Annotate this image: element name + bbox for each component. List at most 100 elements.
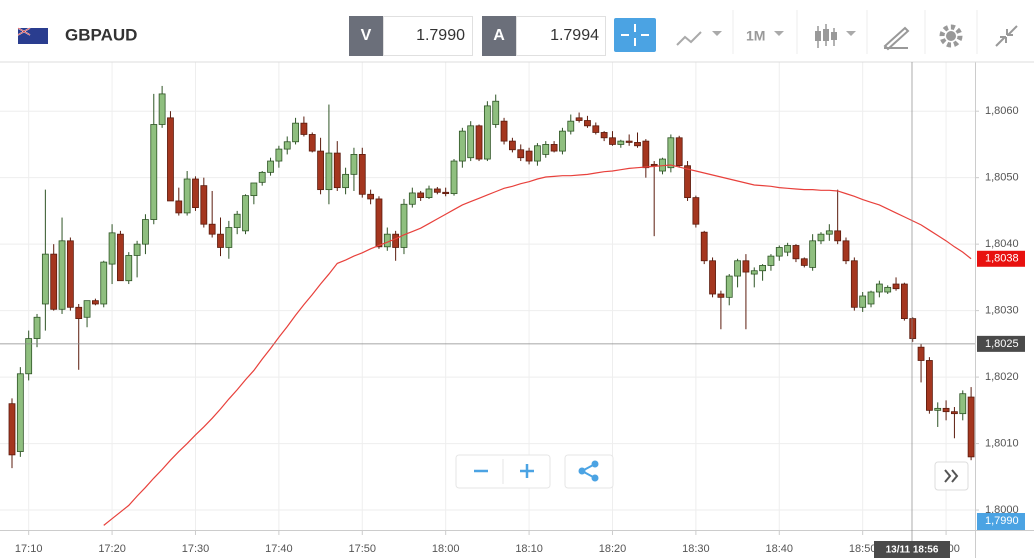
crosshair-button[interactable]	[614, 18, 656, 52]
candle-body	[217, 233, 224, 248]
flag-cross-red	[17, 27, 31, 36]
candle-body	[617, 140, 625, 145]
candle-body	[417, 192, 425, 199]
candle-body	[834, 230, 842, 242]
candle-body	[50, 253, 58, 310]
candle-body	[592, 125, 600, 133]
candle-body	[167, 117, 174, 202]
candle-body	[325, 152, 333, 191]
buy-label: A	[493, 27, 505, 44]
candle-body	[342, 173, 350, 189]
candle-body	[125, 255, 133, 282]
candle-body	[642, 140, 650, 169]
candle-body	[133, 243, 141, 256]
candle-body	[367, 193, 375, 200]
draw-icon[interactable]	[883, 26, 910, 51]
candle-body	[634, 142, 641, 147]
candle-body	[117, 233, 124, 282]
candle-body	[817, 233, 825, 242]
candle-body	[358, 154, 366, 195]
candle-body	[692, 197, 700, 225]
y-tick-label: 1,8000	[985, 504, 1019, 516]
candle-body	[467, 125, 475, 159]
candle-body	[392, 233, 400, 248]
candle-body	[667, 137, 675, 169]
sell-button[interactable]	[349, 16, 383, 56]
candle-body	[542, 144, 550, 155]
x-tick-label: 17:20	[98, 543, 126, 555]
x-tick-label: 17:30	[182, 543, 210, 555]
share-button[interactable]	[564, 454, 614, 489]
candle-body	[250, 182, 258, 197]
candle-body	[675, 137, 683, 167]
x-tick-label: 18:10	[515, 543, 543, 555]
candle-body	[458, 130, 466, 162]
zoom-in[interactable]	[520, 464, 534, 478]
candle-body	[292, 122, 299, 143]
candle-body	[650, 163, 658, 167]
candle-body	[16, 373, 24, 452]
scroll-end-button[interactable]	[934, 461, 969, 491]
candle-body	[909, 318, 917, 339]
candle-body	[100, 261, 108, 305]
y-tick-label: 1,8040	[985, 238, 1019, 250]
bid-price-tag	[977, 513, 1025, 530]
chart-type-icon[interactable]	[676, 31, 702, 46]
collapse-icon[interactable]	[995, 25, 1018, 47]
crosshair-time-tag	[874, 541, 950, 558]
candle-body	[83, 300, 91, 318]
dropdown-arrow	[712, 31, 722, 36]
candle-body	[767, 255, 775, 266]
candle-body	[483, 105, 491, 160]
buy-button[interactable]	[482, 16, 516, 56]
candle-body	[609, 137, 616, 145]
moving-average-line	[103, 164, 972, 526]
candle-body	[25, 338, 33, 375]
candle-body	[208, 223, 216, 235]
candle-body	[58, 240, 66, 310]
settings-icon[interactable]	[939, 24, 963, 48]
y-tick-label: 1,8010	[985, 437, 1019, 449]
candle-body	[308, 134, 316, 152]
candle-body	[283, 141, 291, 150]
crosshair-icon	[621, 24, 649, 46]
candle-body	[142, 219, 149, 245]
x-tick-label: 17:50	[349, 543, 377, 555]
candle-body	[784, 245, 792, 253]
candle-body	[158, 93, 166, 125]
bid-price-label: 1,7990	[985, 515, 1019, 527]
share-dot	[591, 474, 599, 482]
candle-body	[875, 283, 883, 293]
candle-body	[800, 258, 808, 266]
candle-body	[333, 152, 341, 189]
buy-price-box	[516, 16, 606, 56]
candle-body	[383, 233, 391, 248]
candle-body	[450, 160, 458, 195]
buy-price: 1.7994	[550, 27, 599, 44]
candle-body	[183, 178, 191, 214]
crosshair-time-label: 13/11 18:56	[886, 545, 939, 556]
candle-body	[41, 253, 49, 305]
candle-body	[742, 260, 750, 273]
y-tick-label: 1,8060	[985, 105, 1019, 117]
candle-body	[967, 396, 975, 458]
candle-body	[534, 145, 541, 162]
candle-body	[225, 227, 233, 248]
candle-body	[375, 198, 383, 248]
candle-body	[842, 240, 850, 262]
crosshair-price-label: 1,8025	[985, 338, 1019, 350]
candle-body	[8, 403, 16, 456]
candle-body	[350, 154, 358, 175]
x-tick-label: 17:40	[265, 543, 293, 555]
sell-label: V	[361, 27, 372, 44]
dropdown-arrow	[774, 31, 784, 36]
candle-body	[475, 125, 483, 160]
x-tick-label: 18:40	[766, 543, 794, 555]
candle-body	[258, 171, 266, 183]
candle-body	[267, 160, 274, 173]
candle-body	[492, 100, 500, 125]
candle-body	[400, 203, 408, 248]
candle-body	[275, 148, 283, 162]
candle-body	[959, 393, 967, 415]
timeframe[interactable]: 1M	[746, 28, 765, 44]
